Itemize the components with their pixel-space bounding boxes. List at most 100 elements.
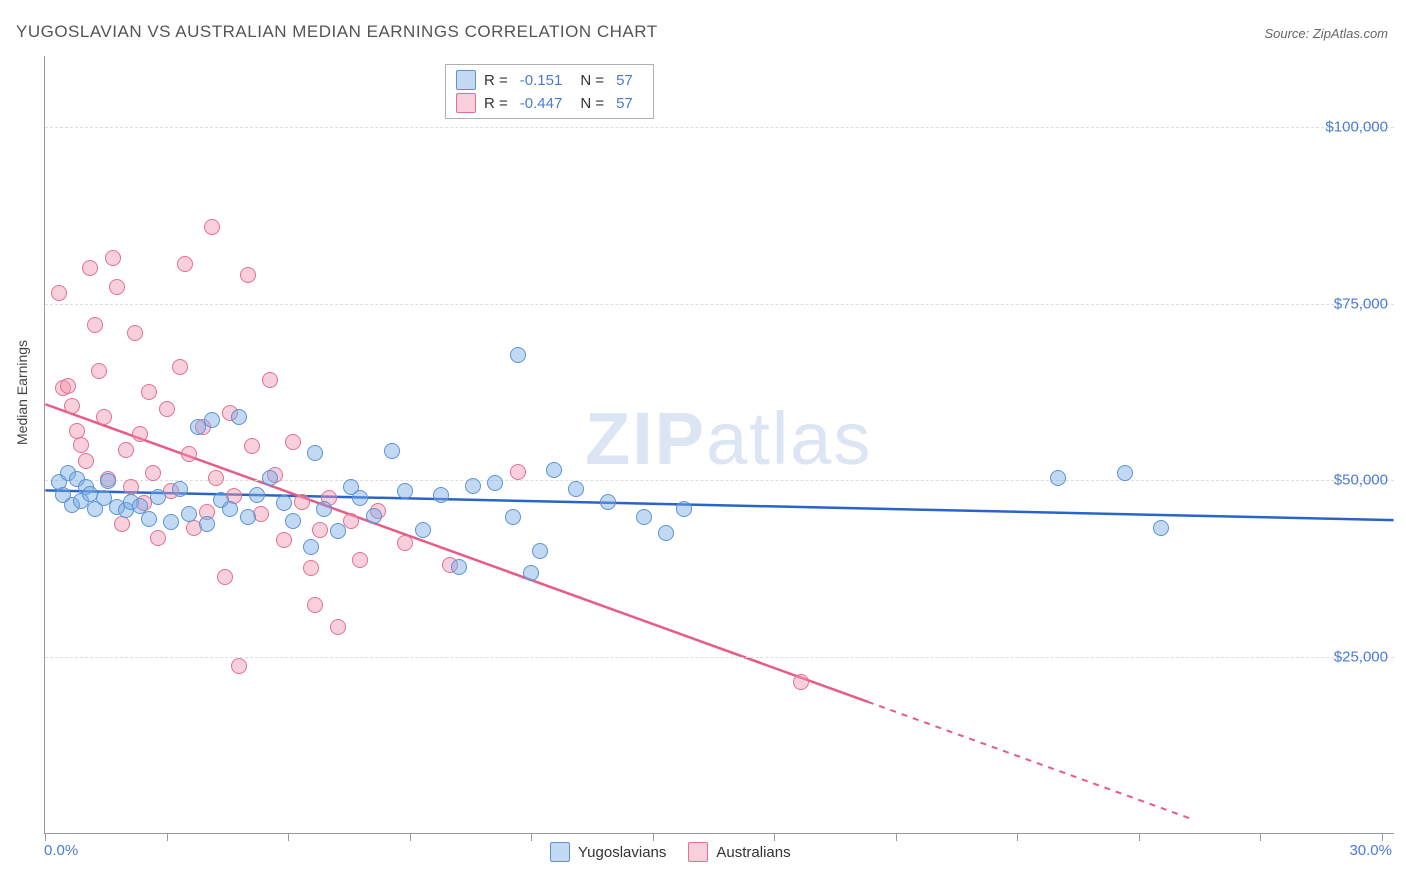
x-tick bbox=[1017, 833, 1018, 841]
data-point-yugoslavians bbox=[415, 522, 431, 538]
data-point-australians bbox=[132, 426, 148, 442]
data-point-australians bbox=[114, 516, 130, 532]
data-point-australians bbox=[285, 434, 301, 450]
data-point-yugoslavians bbox=[316, 501, 332, 517]
data-point-yugoslavians bbox=[303, 539, 319, 555]
data-point-australians bbox=[352, 552, 368, 568]
data-point-australians bbox=[150, 530, 166, 546]
data-point-yugoslavians bbox=[384, 443, 400, 459]
data-point-australians bbox=[397, 535, 413, 551]
x-tick bbox=[531, 833, 532, 841]
legend-item-yugoslavians: Yugoslavians bbox=[550, 842, 666, 862]
data-point-australians bbox=[87, 317, 103, 333]
data-point-australians bbox=[294, 494, 310, 510]
r-value-australians: -0.447 bbox=[520, 95, 563, 112]
gridline bbox=[45, 127, 1394, 128]
data-point-yugoslavians bbox=[100, 473, 116, 489]
r-value-yugoslavians: -0.151 bbox=[520, 72, 563, 89]
y-tick-label: $100,000 bbox=[1325, 118, 1388, 135]
x-tick bbox=[288, 833, 289, 841]
data-point-yugoslavians bbox=[523, 565, 539, 581]
n-label: N = bbox=[580, 95, 604, 112]
data-point-australians bbox=[172, 359, 188, 375]
data-point-yugoslavians bbox=[276, 495, 292, 511]
data-point-yugoslavians bbox=[510, 347, 526, 363]
data-point-australians bbox=[208, 470, 224, 486]
data-point-australians bbox=[96, 409, 112, 425]
legend-label-australians: Australians bbox=[716, 844, 790, 861]
x-tick bbox=[1382, 833, 1383, 841]
data-point-yugoslavians bbox=[1153, 520, 1169, 536]
data-point-australians bbox=[262, 372, 278, 388]
gridline bbox=[45, 657, 1394, 658]
data-point-yugoslavians bbox=[433, 487, 449, 503]
data-point-australians bbox=[78, 453, 94, 469]
legend-label-yugoslavians: Yugoslavians bbox=[578, 844, 666, 861]
data-point-yugoslavians bbox=[487, 475, 503, 491]
data-point-australians bbox=[91, 363, 107, 379]
y-axis-title: Median Earnings bbox=[14, 340, 30, 445]
regression-line-dashed-australians bbox=[868, 702, 1192, 819]
swatch-australians bbox=[456, 93, 476, 113]
x-tick bbox=[1260, 833, 1261, 841]
data-point-yugoslavians bbox=[163, 514, 179, 530]
data-point-australians bbox=[64, 398, 80, 414]
swatch-yugoslavians bbox=[550, 842, 570, 862]
data-point-australians bbox=[253, 506, 269, 522]
data-point-yugoslavians bbox=[636, 509, 652, 525]
data-point-australians bbox=[141, 384, 157, 400]
data-point-yugoslavians bbox=[307, 445, 323, 461]
data-point-yugoslavians bbox=[505, 509, 521, 525]
data-point-australians bbox=[127, 325, 143, 341]
watermark-light: atlas bbox=[706, 397, 872, 480]
data-point-australians bbox=[181, 446, 197, 462]
data-point-yugoslavians bbox=[172, 481, 188, 497]
x-tick bbox=[167, 833, 168, 841]
data-point-australians bbox=[510, 464, 526, 480]
data-point-yugoslavians bbox=[397, 483, 413, 499]
data-point-yugoslavians bbox=[1050, 470, 1066, 486]
data-point-yugoslavians bbox=[141, 511, 157, 527]
source-attribution: Source: ZipAtlas.com bbox=[1264, 26, 1388, 41]
data-point-australians bbox=[240, 267, 256, 283]
data-point-australians bbox=[145, 465, 161, 481]
data-point-australians bbox=[793, 674, 809, 690]
data-point-yugoslavians bbox=[366, 508, 382, 524]
n-label: N = bbox=[580, 72, 604, 89]
data-point-yugoslavians bbox=[658, 525, 674, 541]
data-point-yugoslavians bbox=[352, 490, 368, 506]
x-tick bbox=[653, 833, 654, 841]
data-point-australians bbox=[330, 619, 346, 635]
data-point-yugoslavians bbox=[600, 494, 616, 510]
data-point-yugoslavians bbox=[330, 523, 346, 539]
data-point-australians bbox=[244, 438, 260, 454]
data-point-yugoslavians bbox=[231, 409, 247, 425]
data-point-australians bbox=[231, 658, 247, 674]
data-point-yugoslavians bbox=[222, 501, 238, 517]
data-point-yugoslavians bbox=[181, 506, 197, 522]
data-point-yugoslavians bbox=[532, 543, 548, 559]
x-axis-max-label: 30.0% bbox=[1349, 842, 1392, 859]
data-point-australians bbox=[82, 260, 98, 276]
data-point-australians bbox=[307, 597, 323, 613]
series-legend: Yugoslavians Australians bbox=[550, 842, 791, 862]
data-point-yugoslavians bbox=[1117, 465, 1133, 481]
data-point-yugoslavians bbox=[240, 509, 256, 525]
data-point-yugoslavians bbox=[568, 481, 584, 497]
data-point-australians bbox=[109, 279, 125, 295]
data-point-australians bbox=[217, 569, 233, 585]
data-point-yugoslavians bbox=[199, 516, 215, 532]
data-point-australians bbox=[60, 378, 76, 394]
swatch-yugoslavians bbox=[456, 70, 476, 90]
data-point-australians bbox=[312, 522, 328, 538]
n-value-australians: 57 bbox=[616, 95, 633, 112]
y-tick-label: $50,000 bbox=[1334, 472, 1388, 489]
stats-row-australians: R = -0.447 N = 57 bbox=[456, 93, 643, 113]
data-point-yugoslavians bbox=[262, 470, 278, 486]
x-tick bbox=[45, 833, 46, 841]
data-point-yugoslavians bbox=[285, 513, 301, 529]
gridline bbox=[45, 480, 1394, 481]
data-point-australians bbox=[276, 532, 292, 548]
chart-title: YUGOSLAVIAN VS AUSTRALIAN MEDIAN EARNING… bbox=[16, 22, 658, 42]
data-point-australians bbox=[51, 285, 67, 301]
